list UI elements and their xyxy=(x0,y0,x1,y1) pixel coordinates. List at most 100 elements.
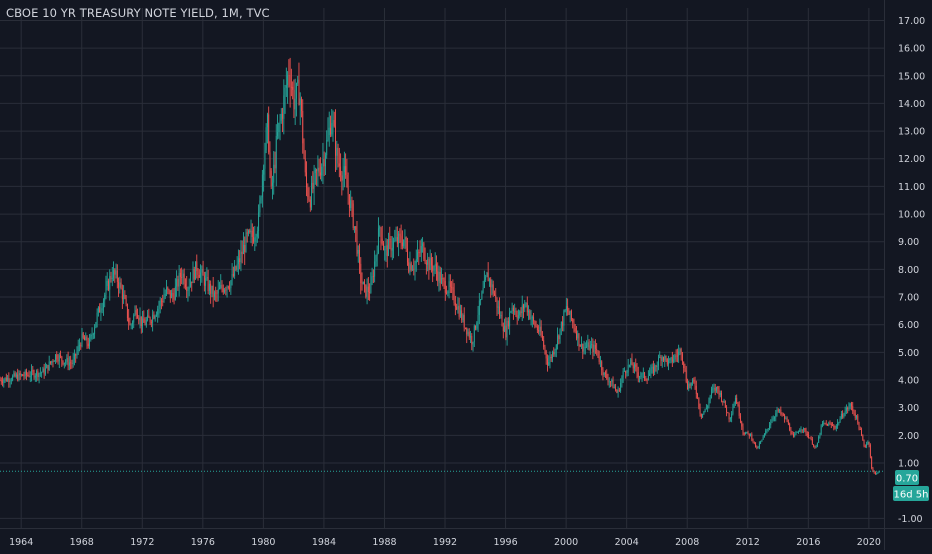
candle-body xyxy=(211,286,212,294)
candle-body xyxy=(745,433,746,434)
candle-body xyxy=(576,331,577,338)
candle-body xyxy=(403,239,404,246)
candle-body xyxy=(563,311,564,326)
candle-body xyxy=(652,367,653,369)
candle-body xyxy=(595,345,596,349)
candle-body xyxy=(422,243,423,246)
candle-body xyxy=(683,361,684,367)
candle-body xyxy=(64,363,65,364)
candle-body xyxy=(27,375,28,376)
candle-body xyxy=(847,408,848,409)
y-tick-label: 7.00 xyxy=(898,293,919,304)
candle-body xyxy=(56,355,57,360)
candle-body xyxy=(488,273,489,282)
candle-body xyxy=(770,423,771,425)
candle-body xyxy=(281,114,282,121)
candle-body xyxy=(633,365,634,368)
candle-body xyxy=(441,278,442,283)
candle-body xyxy=(611,380,612,382)
candle-body xyxy=(784,415,785,419)
candle-body xyxy=(503,326,504,331)
candle-body xyxy=(425,259,426,263)
candle-body xyxy=(21,375,22,376)
x-tick-label: 1996 xyxy=(493,537,517,548)
candle-body xyxy=(426,262,427,264)
candle-body xyxy=(336,148,337,156)
candle-body xyxy=(8,378,9,382)
candle-body xyxy=(401,236,402,243)
candle-body xyxy=(534,321,535,326)
candle-body xyxy=(247,232,248,233)
candle-body xyxy=(420,252,421,253)
candle-body xyxy=(6,378,7,381)
candle-body xyxy=(628,365,629,372)
candle-body xyxy=(314,173,315,189)
candle-body xyxy=(726,407,727,412)
candle-body xyxy=(242,252,243,254)
candle-body xyxy=(26,371,27,375)
candle-body xyxy=(792,434,793,435)
candle-body xyxy=(36,371,37,376)
candle-body xyxy=(736,398,737,404)
candle-body xyxy=(478,315,479,323)
x-tick-label: 1972 xyxy=(130,537,154,548)
candle-body xyxy=(682,354,683,361)
candle-body xyxy=(671,357,672,359)
candle-body xyxy=(828,423,829,425)
candle-body xyxy=(715,388,716,391)
candle-body xyxy=(861,430,862,436)
candle-body xyxy=(707,406,708,408)
candle-body xyxy=(84,338,85,341)
y-tick-label: 2.00 xyxy=(898,431,919,442)
candle-body xyxy=(452,287,453,290)
candle-body xyxy=(440,272,441,283)
candle-body xyxy=(445,281,446,293)
candle-body xyxy=(664,356,665,361)
candle-body xyxy=(471,336,472,344)
candle-body xyxy=(348,187,349,194)
candle-body xyxy=(519,311,520,315)
y-tick-label: 1.00 xyxy=(898,459,919,470)
candle-body xyxy=(387,245,388,255)
candle-body xyxy=(579,333,580,345)
candle-body xyxy=(44,369,45,375)
candle-body xyxy=(778,410,779,411)
candle-body xyxy=(276,136,277,168)
candle-body xyxy=(832,425,833,426)
candle-body xyxy=(108,281,109,290)
candle-body xyxy=(50,361,51,362)
candle-body xyxy=(653,367,654,373)
candle-body xyxy=(74,354,75,359)
candle-body xyxy=(343,172,344,180)
candle-body xyxy=(240,252,241,262)
candle-body xyxy=(481,292,482,299)
candle-body xyxy=(679,349,680,351)
candle-body xyxy=(864,440,865,446)
candle-body xyxy=(116,271,117,275)
candle-body xyxy=(316,170,317,171)
candle-body xyxy=(775,413,776,417)
candle-body xyxy=(573,323,574,328)
candle-body xyxy=(721,393,722,401)
candle-body xyxy=(338,148,339,164)
candle-body xyxy=(580,345,581,347)
candle-body xyxy=(345,166,346,175)
candle-body xyxy=(152,315,153,323)
candle-body xyxy=(727,412,728,413)
candle-body xyxy=(117,271,118,282)
candle-body xyxy=(193,269,194,283)
candle-body xyxy=(113,270,114,278)
candle-body xyxy=(432,266,433,271)
candle-body xyxy=(109,276,110,290)
candle-body xyxy=(838,422,839,423)
candle-body xyxy=(609,382,610,383)
candle-body xyxy=(543,340,544,347)
candle-body xyxy=(450,281,451,287)
candle-body xyxy=(227,286,228,290)
candle-body xyxy=(857,416,858,423)
candle-body xyxy=(835,427,836,428)
candle-body xyxy=(456,307,457,310)
candle-body xyxy=(796,432,797,434)
candle-body xyxy=(773,419,774,420)
candle-body xyxy=(755,442,756,447)
